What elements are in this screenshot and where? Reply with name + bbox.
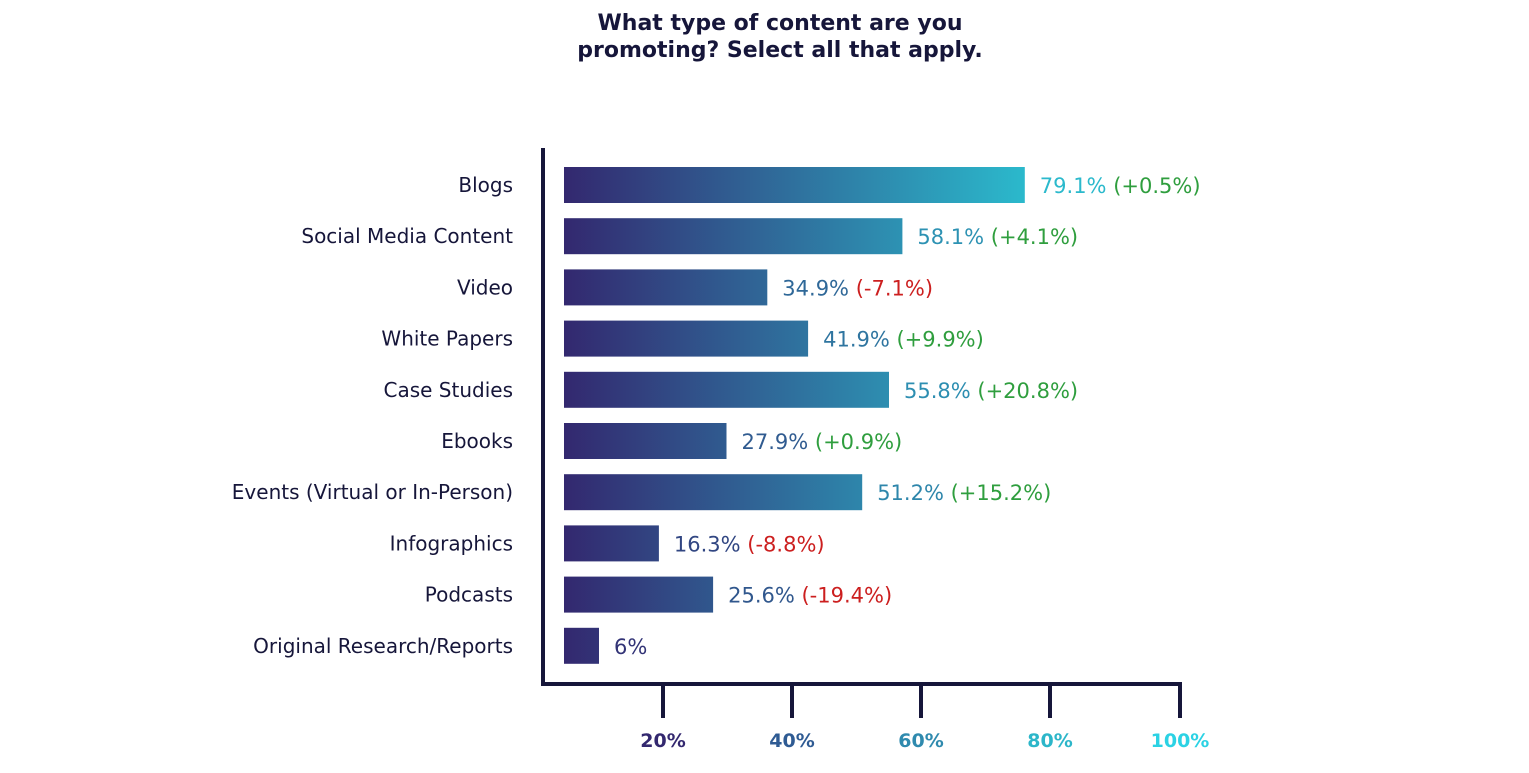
category-label-3: White Papers — [381, 327, 513, 351]
bar-9 — [564, 627, 599, 664]
bar-8 — [564, 576, 714, 613]
bar-1 — [564, 218, 903, 255]
value-change-4: (+20.8%) — [971, 379, 1078, 403]
value-label-0: 79.1% (+0.5%) — [1040, 174, 1201, 198]
value-percent-1: 58.1% — [917, 225, 984, 249]
value-percent-9: 6% — [614, 635, 647, 659]
category-label-5: Ebooks — [441, 429, 513, 453]
chart-title: What type of content are you promoting? … — [480, 10, 1080, 64]
value-percent-3: 41.9% — [823, 328, 890, 352]
value-percent-5: 27.9% — [742, 430, 809, 454]
value-change-1: (+4.1%) — [984, 225, 1078, 249]
value-change-3: (+9.9%) — [890, 328, 984, 352]
value-percent-8: 25.6% — [728, 584, 795, 608]
category-label-9: Original Research/Reports — [253, 634, 513, 658]
value-change-0: (+0.5%) — [1107, 174, 1201, 198]
x-tick-label-2: 60% — [898, 730, 943, 752]
value-label-4: 55.8% (+20.8%) — [904, 379, 1078, 403]
bar-3 — [564, 320, 809, 357]
value-label-2: 34.9% (-7.1%) — [782, 276, 933, 300]
value-label-1: 58.1% (+4.1%) — [917, 225, 1078, 249]
category-label-8: Podcasts — [425, 583, 513, 607]
bar-5 — [564, 423, 727, 459]
value-label-5: 27.9% (+0.9%) — [742, 430, 903, 454]
value-percent-0: 79.1% — [1040, 174, 1107, 198]
category-label-4: Case Studies — [384, 378, 514, 402]
bar-6 — [564, 474, 863, 511]
value-label-8: 25.6% (-19.4%) — [728, 584, 892, 608]
labels-group: Blogs 79.1% (+0.5%) Social Media Content 58… — [232, 173, 1201, 659]
category-label-7: Infographics — [390, 531, 513, 555]
category-label-2: Video — [457, 275, 513, 299]
category-label-1: Social Media Content — [301, 224, 513, 248]
value-change-8: (-19.4%) — [795, 584, 892, 608]
value-change-6: (+15.2%) — [944, 481, 1051, 505]
bar-2 — [564, 269, 768, 306]
bar-4 — [564, 371, 889, 408]
value-percent-6: 51.2% — [877, 481, 944, 505]
x-tick-label-1: 40% — [769, 730, 814, 752]
value-change-7: (-8.8%) — [741, 532, 825, 556]
value-percent-4: 55.8% — [904, 379, 971, 403]
bars-group — [564, 167, 1025, 664]
value-label-3: 41.9% (+9.9%) — [823, 328, 984, 352]
x-tick-label-0: 20% — [640, 730, 685, 752]
category-label-0: Blogs — [458, 173, 513, 197]
bar-7 — [564, 525, 659, 562]
x-tick-label-4: 100% — [1151, 730, 1210, 752]
chart-title-line-2: promoting? Select all that apply. — [577, 38, 983, 63]
value-label-6: 51.2% (+15.2%) — [877, 481, 1051, 505]
chart-title-line-1: What type of content are you — [597, 11, 963, 36]
bar-0 — [564, 167, 1025, 203]
value-change-5: (+0.9%) — [808, 430, 902, 454]
value-label-7: 16.3% (-8.8%) — [674, 532, 825, 556]
value-percent-7: 16.3% — [674, 532, 741, 556]
value-label-9: 6% — [614, 635, 647, 659]
value-percent-2: 34.9% — [782, 276, 849, 300]
category-label-6: Events (Virtual or In-Person) — [232, 480, 513, 504]
x-tick-label-3: 80% — [1027, 730, 1072, 752]
axis-group: 20% 40% 60% 80% 100% — [541, 148, 1209, 752]
value-change-2: (-7.1%) — [849, 276, 933, 300]
